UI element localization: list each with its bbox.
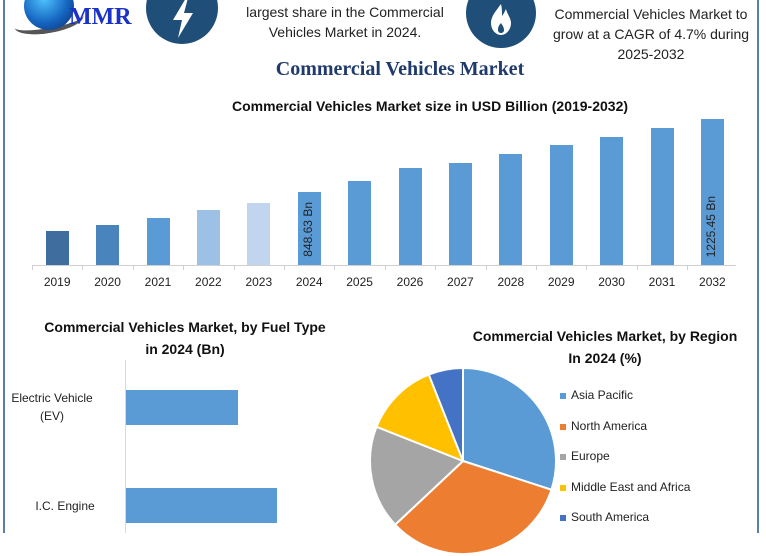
x-tick-label: 2023	[245, 275, 273, 289]
bar-2028	[499, 154, 523, 265]
x-tick-mark	[284, 265, 285, 270]
mmr-logo: MMR	[12, 0, 144, 39]
fuel-type-chart-title: Commercial Vehicles Market, by Fuel Type…	[44, 319, 326, 357]
legend-label: Asia Pacific	[571, 388, 634, 402]
fuel-bar-0	[126, 390, 238, 425]
x-tick-mark	[687, 265, 689, 270]
legend-swatch-icon	[560, 393, 566, 399]
flame-icon	[466, 0, 536, 48]
callout-cagr: Commercial Vehicles Market to grow at a …	[552, 6, 750, 62]
legend-item: Asia Pacific	[560, 388, 690, 419]
bar-2023	[247, 203, 271, 265]
legend-swatch-icon	[560, 423, 566, 430]
x-tick-label: 2029	[547, 275, 575, 289]
bar-2029	[549, 145, 573, 265]
region-pie-chart	[369, 366, 557, 555]
pie-slice-south-america	[427, 366, 464, 462]
bar-2020	[96, 225, 120, 265]
pie-slice-asia-pacific	[462, 366, 557, 491]
bar-2032	[700, 119, 724, 265]
x-tick-mark	[636, 265, 638, 270]
legend-label: Europe	[571, 449, 610, 463]
x-tick-label: 2022	[195, 275, 222, 289]
x-tick-label: 2032	[699, 275, 726, 289]
x-tick-label: 2027	[447, 275, 474, 289]
bar-2027	[448, 163, 472, 265]
fuel-category-label: Electric Vehicle (EV)	[11, 391, 93, 423]
legend-item: Middle East and Africa	[560, 480, 690, 511]
x-tick-mark	[233, 265, 235, 270]
frame-border-left	[3, 0, 5, 533]
x-tick-mark	[82, 265, 84, 270]
fuel-type-y-axis	[125, 360, 126, 533]
logo-text: MMR	[69, 4, 132, 30]
x-tick-mark	[485, 265, 487, 270]
bar-data-label-2024: 848.63 Bn	[301, 202, 316, 257]
pie-slice-middle-east-and-africa	[375, 373, 465, 463]
x-tick-mark	[384, 265, 386, 270]
x-tick-mark	[536, 265, 537, 270]
x-tick-mark	[32, 265, 33, 270]
x-tick-label: 2028	[497, 275, 525, 289]
fuel-bar-1	[126, 488, 277, 523]
legend-swatch-icon	[560, 515, 566, 521]
bar-2022	[196, 210, 220, 265]
page-title: Commercial Vehicles Market	[275, 58, 525, 80]
x-tick-mark	[334, 265, 336, 270]
bar-data-label-2032: 1225.45 Bn	[704, 195, 719, 257]
legend-item: South America	[560, 510, 690, 541]
callout-largest-share: largest share in the Commercial Vehicles…	[246, 4, 444, 40]
x-tick-label: 2025	[346, 275, 373, 289]
x-tick-mark	[132, 265, 134, 270]
pie-slice-europe	[369, 425, 465, 527]
region-legend: Asia Pacific North America Europe Middle Ea…	[560, 388, 690, 541]
legend-label: Middle East and Africa	[571, 479, 691, 494]
x-tick-label: 2026	[396, 275, 424, 289]
fuel-category-label: I.C. Engine	[35, 499, 95, 513]
x-tick-mark	[435, 265, 437, 270]
x-tick-mark	[586, 265, 588, 270]
x-tick-label: 2024	[295, 275, 323, 289]
bar-2026	[398, 168, 422, 265]
frame-border-right	[757, 0, 759, 533]
x-tick-mark	[183, 265, 185, 270]
market-size-chart-title: Commercial Vehicles Market size in USD B…	[231, 98, 629, 114]
legend-item: North America	[560, 419, 690, 450]
bar-2019	[45, 231, 69, 265]
lightning-bolt-icon	[146, 0, 218, 44]
x-tick-label: 2019	[43, 275, 71, 289]
x-tick-label: 2030	[598, 275, 625, 289]
x-tick-label: 2031	[648, 275, 676, 289]
region-chart-title: Commercial Vehicles Market, by Region In…	[472, 328, 738, 366]
x-tick-label: 2021	[144, 275, 172, 289]
bar-2031	[650, 128, 674, 265]
bar-2021	[146, 218, 170, 265]
legend-swatch-icon	[560, 454, 566, 460]
legend-swatch-icon	[560, 484, 566, 491]
legend-label: North America	[571, 418, 648, 433]
legend-label: South America	[571, 510, 650, 524]
bar-2024	[297, 192, 321, 265]
x-axis-line	[32, 265, 736, 266]
bar-2025	[348, 181, 372, 265]
legend-item: Europe	[560, 449, 690, 480]
x-tick-label: 2020	[94, 275, 121, 289]
bar-2030	[600, 137, 624, 265]
